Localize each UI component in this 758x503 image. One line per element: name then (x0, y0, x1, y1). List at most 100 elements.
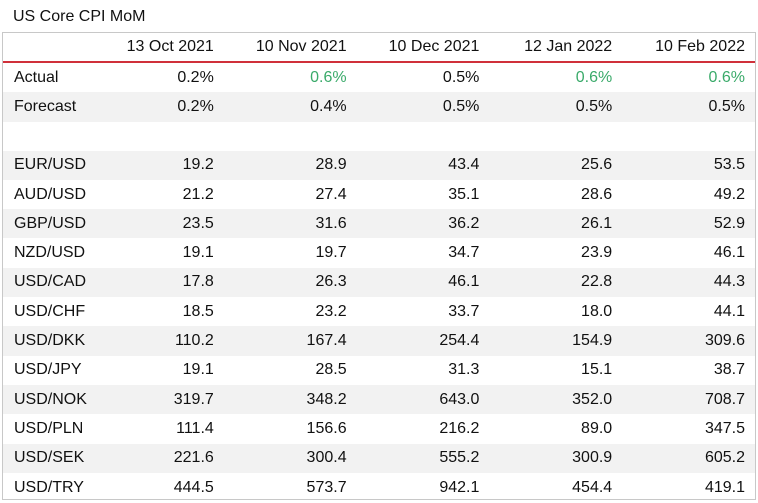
column-header: 10 Dec 2021 (388, 38, 480, 55)
table-cell: 17.8 (91, 267, 224, 298)
row-label: USD/NOK (3, 384, 91, 415)
table-cell: 319.7 (91, 384, 224, 415)
table-cell: 18.0 (581, 302, 613, 320)
row-label (3, 122, 91, 151)
table-cell: 19.7 (315, 244, 347, 262)
table-cell: 35.1 (448, 185, 480, 203)
row-label: USD/TRY (14, 478, 84, 496)
table-cell: 28.6 (581, 185, 613, 203)
table-cell (622, 122, 755, 151)
table-cell: 26.3 (223, 267, 357, 298)
table-cell: 49.2 (713, 185, 745, 203)
table-row: GBP/USD 23.5 31.6 36.2 26.1 52.9 (3, 209, 755, 239)
column-header: 10 Nov 2021 (255, 38, 347, 55)
table-cell: 19.1 (182, 361, 214, 379)
table-cell (224, 122, 357, 151)
table-cell: 0.5% (489, 92, 623, 122)
table-row: AUD/USD 21.2 27.4 35.1 28.6 49.2 (3, 180, 755, 209)
row-label: USD/JPY (14, 361, 82, 379)
spacer-row (3, 122, 755, 151)
table-cell: 31.6 (223, 209, 357, 239)
table-cell: 347.5 (704, 419, 745, 437)
table-cell: 708.7 (622, 384, 755, 415)
table-cell: 23.2 (315, 302, 347, 320)
table-cell: 0.2% (177, 68, 214, 86)
table-cell: 221.6 (91, 443, 224, 473)
column-header: 13 Oct 2021 (126, 38, 214, 55)
table-cell: 27.4 (315, 185, 347, 203)
table-cell: 0.6% (708, 68, 745, 86)
row-label: NZD/USD (14, 244, 86, 262)
table-cell: 0.5% (622, 92, 755, 122)
table-cell: 23.5 (91, 209, 224, 239)
column-header: 10 Feb 2022 (655, 38, 745, 55)
table-title: US Core CPI MoM (13, 8, 146, 25)
table-cell (489, 122, 622, 151)
cpi-pip-table: 13 Oct 2021 10 Nov 2021 10 Dec 2021 12 J… (3, 33, 755, 502)
table-row: USD/JPY 19.1 28.5 31.3 15.1 38.7 (3, 356, 755, 385)
table-cell: 605.2 (622, 443, 755, 473)
table-cell: 573.7 (306, 478, 347, 496)
table-row: USD/SEK 221.6 300.4 555.2 300.9 605.2 (3, 443, 755, 473)
table-cell: 643.0 (356, 384, 490, 415)
table-cell: 28.5 (315, 361, 347, 379)
table-cell: 0.6% (310, 68, 347, 86)
table-cell: 454.4 (572, 478, 613, 496)
table-cell: 167.4 (223, 326, 357, 356)
table-cell: 34.7 (448, 244, 480, 262)
table-cell: 25.6 (489, 150, 623, 180)
table-cell: 300.9 (489, 443, 623, 473)
table-cell: 31.3 (448, 361, 480, 379)
table-row: USD/NOK 319.7 348.2 643.0 352.0 708.7 (3, 384, 755, 415)
table-cell: 19.1 (182, 244, 214, 262)
table-cell: 110.2 (91, 326, 224, 356)
table-cell: 154.9 (489, 326, 623, 356)
table-cell: 46.1 (713, 244, 745, 262)
row-label: USD/DKK (3, 326, 91, 356)
table-cell: 300.4 (223, 443, 357, 473)
row-label: AUD/USD (14, 185, 87, 203)
header-row: 13 Oct 2021 10 Nov 2021 10 Dec 2021 12 J… (3, 33, 755, 62)
data-table-container: 13 Oct 2021 10 Nov 2021 10 Dec 2021 12 J… (2, 32, 756, 500)
header-corner (3, 33, 91, 62)
table-cell: 0.2% (91, 92, 224, 122)
table-cell: 942.1 (439, 478, 480, 496)
table-cell: 348.2 (223, 384, 357, 415)
row-label: USD/PLN (14, 419, 84, 437)
table-cell: 254.4 (356, 326, 490, 356)
table-cell: 52.9 (622, 209, 755, 239)
table-row: USD/PLN 111.4 156.6 216.2 89.0 347.5 (3, 414, 755, 443)
table-cell: 0.5% (442, 68, 480, 86)
table-cell: 89.0 (581, 419, 613, 437)
table-row: USD/CAD 17.8 26.3 46.1 22.8 44.3 (3, 267, 755, 298)
table-cell: 44.3 (622, 267, 755, 298)
table-cell: 33.7 (448, 302, 480, 320)
table-cell: 46.1 (356, 267, 490, 298)
table-cell: 0.6% (575, 68, 613, 86)
row-label: USD/CAD (3, 267, 91, 298)
table-cell: 21.2 (182, 185, 214, 203)
table-cell: 216.2 (439, 419, 480, 437)
table-cell: 555.2 (356, 443, 490, 473)
column-header: 12 Jan 2022 (524, 38, 613, 55)
table-cell: 43.4 (356, 150, 490, 180)
table-cell: 26.1 (489, 209, 623, 239)
table-cell: 0.4% (223, 92, 357, 122)
row-label: Actual (14, 68, 59, 86)
table-cell: 18.5 (182, 302, 214, 320)
table-cell: 36.2 (356, 209, 490, 239)
row-label: USD/SEK (3, 443, 91, 473)
table-cell: 15.1 (581, 361, 613, 379)
table-row: USD/TRY 444.5 573.7 942.1 454.4 419.1 (3, 473, 755, 502)
table-cell: 309.6 (622, 326, 755, 356)
table-cell: 44.1 (713, 302, 745, 320)
table-row: Forecast 0.2% 0.4% 0.5% 0.5% 0.5% (3, 92, 755, 122)
table-cell: 352.0 (489, 384, 623, 415)
table-cell (91, 122, 224, 151)
table-row: EUR/USD 19.2 28.9 43.4 25.6 53.5 (3, 150, 755, 180)
table-cell (357, 122, 490, 151)
table-cell: 19.2 (91, 150, 224, 180)
table-cell: 111.4 (176, 419, 214, 437)
table-cell: 444.5 (173, 478, 214, 496)
table-row: USD/CHF 18.5 23.2 33.7 18.0 44.1 (3, 297, 755, 326)
